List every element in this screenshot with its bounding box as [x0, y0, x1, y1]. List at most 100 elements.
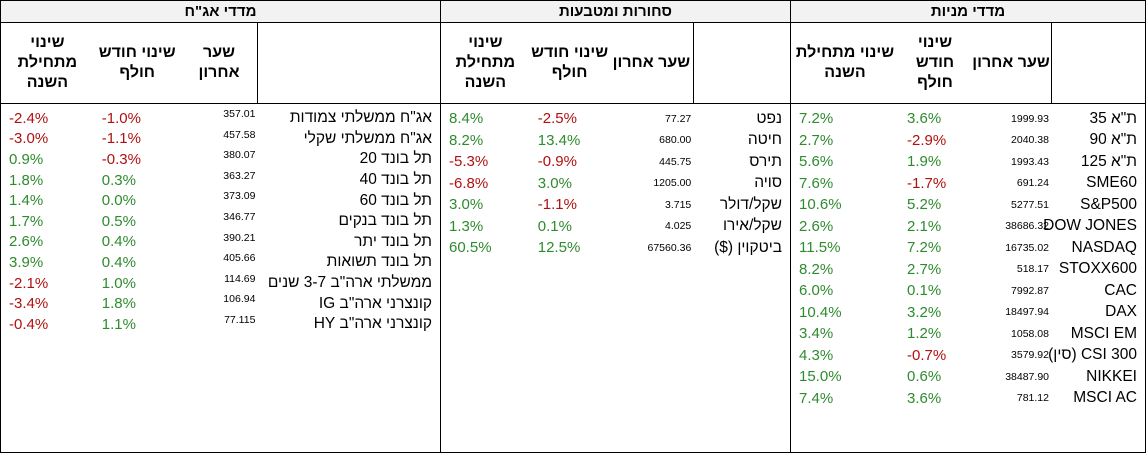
row-name: שקל/אירו: [722, 217, 782, 235]
stock-indices-title: מדדי מניות: [791, 1, 1145, 23]
row-name: תל בונד 40: [359, 171, 432, 189]
row-name: תל בונד 20: [359, 150, 432, 168]
stock-indices-panel: מדדי מניות שער אחרון שינוי חודש חולף שינ…: [791, 1, 1145, 452]
row-month-change: 3.2%: [907, 303, 942, 321]
commodities-currencies-title: סחורות ומטבעות: [441, 1, 790, 23]
row-last-rate: 5277.51: [1011, 198, 1049, 211]
row-name: NIKKEI: [1086, 367, 1137, 385]
row-month-change: 2.1%: [907, 217, 942, 235]
month-change-header: שינוי חודש חולף: [98, 44, 176, 81]
bond-indices-rows: אג"ח ממשלתי צמודות 357.01 -1.0% -2.4% אג"ח מ…: [1, 104, 440, 335]
row-name: ממשלתי ארה"ב 3-7 שנים: [267, 274, 432, 292]
row-last-rate: 363.27: [223, 169, 256, 182]
row-ytd-change: 11.5%: [799, 239, 841, 257]
row-month-change: 12.5%: [537, 239, 581, 257]
table-row: ביטקוין ($) 67560.36 12.5% 60.5%: [441, 237, 790, 259]
row-ytd-change: 8.4%: [449, 110, 484, 128]
row-name: תל בונד בנקים: [338, 212, 432, 230]
table-row: ת"א 125 1993.43 1.9% 5.6%: [791, 151, 1145, 173]
row-last-rate: 405.66: [223, 252, 256, 265]
row-name: שקל/דולר: [719, 195, 782, 213]
row-month-change: 3.6%: [907, 389, 942, 407]
table-row: סויה 1205.00 3.0% -6.8%: [441, 173, 790, 195]
row-month-change: 13.4%: [537, 131, 581, 149]
row-ytd-change: 1.7%: [9, 212, 44, 230]
table-row: קונצרני ארה"ב IG 106.94 1.8% -3.4%: [1, 293, 440, 314]
table-row: ממשלתי ארה"ב 3-7 שנים 114.69 1.0% -2.1%: [1, 273, 440, 294]
row-name: DAX: [1105, 303, 1137, 321]
row-ytd-change: -5.3%: [449, 153, 489, 171]
table-row: קונצרני ארה"ב HY 77.115 1.1% -0.4%: [1, 314, 440, 335]
month-change-header: שינוי חודש חולף: [915, 34, 955, 91]
row-last-rate: 77.115: [224, 313, 256, 326]
row-month-change: 1.0%: [101, 274, 136, 292]
row-month-change: 3.0%: [537, 174, 572, 192]
row-name: ביטקוין ($): [714, 238, 782, 256]
row-ytd-change: -3.4%: [9, 295, 49, 313]
row-month-change: -1.0%: [101, 109, 141, 127]
table-row: CSI 300 (סין) 3579.92 -0.7% 4.3%: [791, 345, 1145, 367]
ytd-change-header: שינוי מתחילת השנה: [455, 34, 516, 91]
row-name: קונצרני ארה"ב IG: [318, 294, 432, 312]
month-change-header: שינוי חודש חולף: [531, 44, 609, 81]
table-row: MSCI EM 1058.08 1.2% 3.4%: [791, 323, 1145, 345]
stock-indices-rows: ת"א 35 1999.93 3.6% 7.2% ת"א 90 2040.38 -2.9% 2…: [791, 104, 1145, 409]
table-row: DAX 18497.94 3.2% 10.4%: [791, 302, 1145, 324]
row-month-change: 1.2%: [907, 325, 942, 343]
row-ytd-change: 3.4%: [799, 325, 834, 343]
row-last-rate: 38686.32: [1005, 220, 1049, 233]
row-name: ת"א 125: [1080, 152, 1137, 170]
table-row: MSCI AC 781.12 3.6% 7.4%: [791, 388, 1145, 410]
row-month-change: -2.5%: [537, 110, 577, 128]
row-last-rate: 38487.90: [1005, 370, 1049, 383]
row-ytd-change: 2.7%: [799, 131, 834, 149]
row-last-rate: 16735.02: [1005, 241, 1049, 254]
table-row: תל בונד תשואות 405.66 0.4% 3.9%: [1, 252, 440, 273]
row-name: נפט: [756, 109, 782, 127]
row-month-change: 0.1%: [907, 282, 942, 300]
row-month-change: 0.4%: [101, 233, 136, 251]
row-name: NASDAQ: [1071, 238, 1137, 256]
row-ytd-change: 1.3%: [449, 217, 484, 235]
table-row: ת"א 90 2040.38 -2.9% 2.7%: [791, 130, 1145, 152]
row-name: ת"א 35: [1089, 109, 1137, 127]
row-ytd-change: 15.0%: [799, 368, 842, 386]
table-row: תל בונד 20 380.07 -0.3% 0.9%: [1, 149, 440, 170]
row-month-change: 1.9%: [907, 153, 942, 171]
row-month-change: 0.1%: [537, 217, 572, 235]
row-name: MSCI EM: [1070, 324, 1137, 342]
last-rate-header: שער אחרון: [972, 54, 1050, 71]
row-last-rate: 445.75: [659, 155, 692, 168]
row-ytd-change: 2.6%: [9, 233, 44, 251]
name-column-header: [257, 23, 440, 103]
row-last-rate: 691.24: [1016, 177, 1049, 190]
row-name: SME60: [1086, 174, 1137, 192]
table-row: חיטה 680.00 13.4% 8.2%: [441, 130, 790, 152]
table-row: STOXX600 518.17 2.7% 8.2%: [791, 259, 1145, 281]
row-month-change: 1.8%: [101, 295, 136, 313]
row-ytd-change: 8.2%: [799, 260, 834, 278]
bond-indices-header: שער אחרון שינוי חודש חולף שינוי מתחילת ה…: [1, 23, 440, 104]
row-ytd-change: 10.4%: [799, 303, 842, 321]
commodities-currencies-rows: נפט 77.27 -2.5% 8.4% חיטה 680.00 13.4% 8.2% תירס…: [441, 104, 790, 259]
row-last-rate: 3.715: [665, 198, 692, 211]
stock-indices-header: שער אחרון שינוי חודש חולף שינוי מתחילת ה…: [791, 23, 1145, 104]
table-row: CAC 7992.87 0.1% 6.0%: [791, 280, 1145, 302]
row-last-rate: 457.58: [223, 128, 256, 141]
row-ytd-change: 5.6%: [799, 153, 834, 171]
table-row: DOW JONES 38686.32 2.1% 2.6%: [791, 216, 1145, 238]
row-ytd-change: -2.4%: [9, 109, 49, 127]
table-row: שקל/דולר 3.715 -1.1% 3.0%: [441, 194, 790, 216]
table-row: אג"ח ממשלתי צמודות 357.01 -1.0% -2.4%: [1, 108, 440, 129]
row-last-rate: 77.27: [665, 112, 692, 125]
row-last-rate: 346.77: [223, 210, 256, 223]
table-row: תל בונד 40 363.27 0.3% 1.8%: [1, 170, 440, 191]
row-last-rate: 390.21: [223, 231, 256, 244]
row-month-change: 1.1%: [101, 315, 136, 333]
table-row: תל בונד בנקים 346.77 0.5% 1.7%: [1, 211, 440, 232]
row-ytd-change: 7.2%: [799, 110, 834, 128]
bond-indices-title: מדדי אג"ח: [1, 1, 440, 23]
row-last-rate: 114.69: [224, 272, 256, 285]
row-last-rate: 7992.87: [1011, 284, 1049, 297]
